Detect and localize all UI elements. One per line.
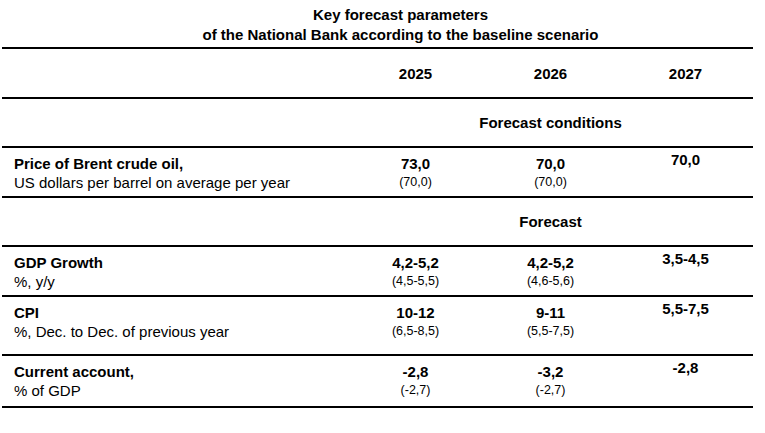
- forecast-report-page: Key forecast parameters of the National …: [0, 0, 765, 433]
- value-main: 70,0: [618, 151, 753, 168]
- row-sublabel: %, Dec. to Dec. of previous year: [14, 322, 348, 341]
- forecast-table: 2025 2026 2027 Forecast conditions Price…: [2, 47, 753, 408]
- table-row-current-account: Current account, % of GDP -2,8 (-2,7) -3…: [2, 355, 753, 407]
- value-cell-2026: 70,0 (70,0): [483, 147, 618, 197]
- row-label-cell: Current account, % of GDP: [2, 355, 348, 407]
- section-header-forecast: Forecast: [348, 197, 753, 246]
- row-sublabel: US dollars per barrel on average per yea…: [14, 173, 348, 192]
- value-previous: (5,5-7,5): [483, 324, 618, 339]
- row-label-cell: CPI %, Dec. to Dec. of previous year: [2, 296, 348, 355]
- value-main: 9-11: [483, 304, 618, 321]
- row-label: Price of Brent crude oil,: [14, 154, 348, 173]
- value-cell-2025: -2,8 (-2,7): [348, 355, 483, 407]
- value-previous: (70,0): [483, 175, 618, 190]
- row-label: Current account,: [14, 362, 348, 381]
- empty-cell: [2, 197, 348, 246]
- empty-corner-cell: [2, 48, 348, 98]
- table-row-cpi: CPI %, Dec. to Dec. of previous year 10-…: [2, 296, 753, 355]
- value-main: 3,5-4,5: [618, 250, 753, 267]
- section-row-forecast: Forecast: [2, 197, 753, 246]
- table-row-gdp-growth: GDP Growth %, y/y 4,2-5,2 (4,5-5,5) 4,2-…: [2, 246, 753, 296]
- table-row-brent: Price of Brent crude oil, US dollars per…: [2, 147, 753, 197]
- value-main: 4,2-5,2: [348, 254, 483, 271]
- value-main: 70,0: [483, 155, 618, 172]
- column-header-2025: 2025: [348, 48, 483, 98]
- value-previous: (70,0): [348, 175, 483, 190]
- row-sublabel: % of GDP: [14, 381, 348, 400]
- value-cell-2027: 70,0: [618, 147, 753, 197]
- value-main: 4,2-5,2: [483, 254, 618, 271]
- empty-cell: [2, 98, 348, 147]
- value-previous: (-2,7): [348, 383, 483, 398]
- row-label: CPI: [14, 303, 348, 322]
- row-label-cell: Price of Brent crude oil, US dollars per…: [2, 147, 348, 197]
- row-label-cell: GDP Growth %, y/y: [2, 246, 348, 296]
- value-main: -2,8: [348, 363, 483, 380]
- value-cell-2025: 4,2-5,2 (4,5-5,5): [348, 246, 483, 296]
- section-row-forecast-conditions: Forecast conditions: [2, 98, 753, 147]
- year-header-row: 2025 2026 2027: [2, 48, 753, 98]
- title-line-2: of the National Bank according to the ba…: [36, 25, 765, 45]
- table-title: Key forecast parameters of the National …: [0, 0, 765, 45]
- column-header-2026: 2026: [483, 48, 618, 98]
- value-cell-2026: -3,2 (-2,7): [483, 355, 618, 407]
- section-header-forecast-conditions: Forecast conditions: [348, 98, 753, 147]
- title-line-1: Key forecast parameters: [36, 5, 765, 25]
- value-cell-2026: 4,2-5,2 (4,6-5,6): [483, 246, 618, 296]
- value-cell-2027: -2,8: [618, 355, 753, 407]
- value-previous: (6,5-8,5): [348, 324, 483, 339]
- value-main: 73,0: [348, 155, 483, 172]
- value-main: -3,2: [483, 363, 618, 380]
- value-previous: (4,5-5,5): [348, 274, 483, 289]
- value-cell-2025: 10-12 (6,5-8,5): [348, 296, 483, 355]
- row-label: GDP Growth: [14, 253, 348, 272]
- value-previous: (-2,7): [483, 383, 618, 398]
- value-main: 10-12: [348, 304, 483, 321]
- value-cell-2027: 3,5-4,5: [618, 246, 753, 296]
- value-cell-2026: 9-11 (5,5-7,5): [483, 296, 618, 355]
- value-cell-2027: 5,5-7,5: [618, 296, 753, 355]
- column-header-2027: 2027: [618, 48, 753, 98]
- value-previous: (4,6-5,6): [483, 274, 618, 289]
- value-main: -2,8: [618, 359, 753, 376]
- value-main: 5,5-7,5: [618, 300, 753, 317]
- value-cell-2025: 73,0 (70,0): [348, 147, 483, 197]
- row-sublabel: %, y/y: [14, 272, 348, 291]
